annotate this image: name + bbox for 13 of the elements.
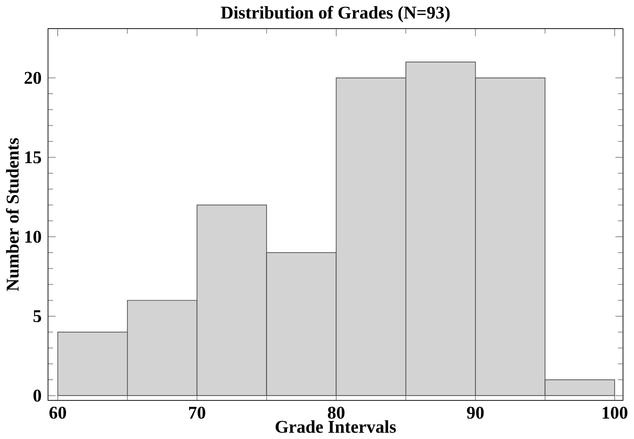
y-tick-label: 5 — [34, 310, 42, 322]
chart-title: Distribution of Grades (N=93) — [220, 6, 450, 22]
y-axis-title: Number of Students — [6, 138, 19, 292]
x-tick-label: 60 — [49, 406, 66, 419]
x-tick-label: 100 — [602, 406, 628, 419]
y-tick-label: 15 — [25, 151, 42, 164]
x-tick-label: 80 — [328, 406, 344, 419]
x-tick-label: 90 — [466, 406, 484, 419]
y-tick-label: 0 — [33, 390, 42, 402]
y-tick-label: 10 — [25, 230, 42, 243]
x-tick-label: 70 — [189, 406, 206, 419]
x-axis-title: Grade Intervals — [276, 420, 396, 433]
y-tick-label: 20 — [24, 72, 42, 84]
